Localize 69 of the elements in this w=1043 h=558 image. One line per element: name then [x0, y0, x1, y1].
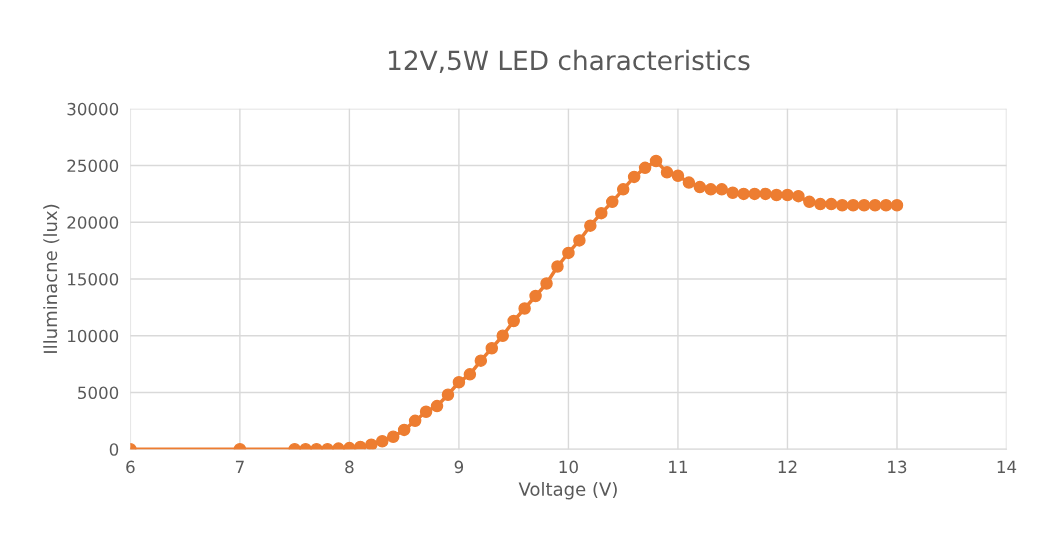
point: [803, 195, 816, 209]
point: [397, 423, 411, 437]
point: [529, 289, 542, 303]
y-tick-label: 25000: [67, 159, 119, 173]
x-tick-label: 9: [454, 460, 464, 474]
point: [792, 189, 805, 203]
point: [365, 438, 378, 450]
point: [518, 302, 531, 315]
x-tick-label: 7: [235, 460, 244, 473]
point: [693, 180, 707, 194]
point: [857, 199, 871, 212]
point: [835, 199, 849, 212]
point: [496, 329, 509, 342]
point: [507, 314, 520, 328]
y-tick-label: 0: [109, 443, 119, 456]
x-tick-label: 14: [997, 460, 1017, 473]
point: [354, 440, 367, 450]
point: [584, 219, 597, 232]
point: [715, 183, 729, 196]
point: [781, 188, 794, 202]
point: [825, 197, 838, 211]
point: [627, 170, 641, 184]
point: [879, 199, 893, 212]
y-tick-label: 20000: [67, 216, 119, 229]
point: [682, 176, 696, 189]
point: [474, 354, 488, 367]
x-tick-label: 6: [126, 460, 135, 474]
y-tick-label: 10000: [68, 329, 119, 343]
point: [770, 188, 783, 202]
y-tick-label: 30000: [67, 102, 119, 116]
point: [846, 199, 860, 212]
point: [551, 260, 564, 273]
x-axis-title: Voltage (V): [518, 481, 617, 500]
x-tick-label: 8: [345, 460, 354, 474]
point: [748, 187, 761, 201]
point: [890, 199, 904, 212]
y-tick-label: 5000: [78, 386, 119, 400]
point: [540, 277, 553, 290]
point: [759, 187, 772, 201]
point: [562, 246, 575, 260]
point: [616, 183, 630, 196]
point: [573, 234, 586, 247]
point: [485, 341, 499, 355]
x-tick-label: 12: [778, 460, 797, 473]
point: [430, 399, 444, 413]
point: [737, 187, 750, 201]
point: [408, 414, 422, 428]
y-axis-title: Illuminacne (lux): [43, 204, 60, 353]
point: [814, 197, 827, 211]
point: [726, 186, 739, 200]
point: [605, 195, 619, 209]
point: [595, 206, 608, 220]
x-tick-label: 10: [559, 460, 578, 474]
point: [649, 154, 663, 168]
y-tick-label: 15000: [68, 272, 119, 286]
point: [704, 183, 718, 196]
chart-title: 12V,5W LED characteristics: [388, 49, 750, 73]
point: [671, 169, 685, 183]
point: [660, 166, 674, 179]
point: [419, 405, 433, 418]
point: [638, 161, 652, 175]
x-tick-label: 13: [888, 460, 907, 474]
point: [868, 199, 882, 212]
point: [463, 368, 477, 381]
point: [441, 388, 455, 401]
point: [452, 375, 466, 389]
point: [386, 430, 400, 443]
point: [376, 434, 389, 448]
x-tick-label: 11: [669, 460, 688, 473]
